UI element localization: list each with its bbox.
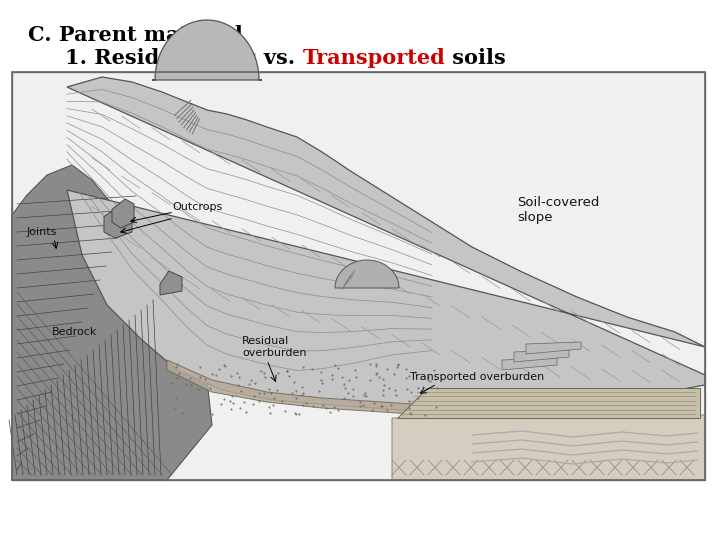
Polygon shape [335, 260, 399, 288]
Polygon shape [160, 271, 182, 295]
Polygon shape [397, 388, 700, 418]
Polygon shape [514, 350, 569, 362]
Polygon shape [12, 72, 705, 480]
Text: C. Parent material: C. Parent material [28, 25, 243, 45]
Polygon shape [12, 165, 212, 480]
Polygon shape [67, 77, 705, 415]
Polygon shape [392, 415, 705, 480]
Polygon shape [112, 199, 134, 228]
Text: Bedrock: Bedrock [52, 327, 97, 337]
Text: 1. Residual soils vs.: 1. Residual soils vs. [65, 48, 302, 68]
Polygon shape [502, 358, 557, 370]
Text: Joints: Joints [27, 227, 58, 237]
Text: soils: soils [445, 48, 506, 68]
Polygon shape [152, 20, 262, 80]
Polygon shape [526, 342, 581, 354]
Text: Transported: Transported [302, 48, 445, 68]
Text: Outcrops: Outcrops [172, 202, 222, 212]
Polygon shape [104, 205, 132, 238]
Text: Soil-covered
slope: Soil-covered slope [517, 196, 599, 224]
Polygon shape [167, 360, 442, 416]
Text: Residual
overburden: Residual overburden [242, 336, 307, 358]
Text: Transported overburden: Transported overburden [410, 372, 544, 382]
